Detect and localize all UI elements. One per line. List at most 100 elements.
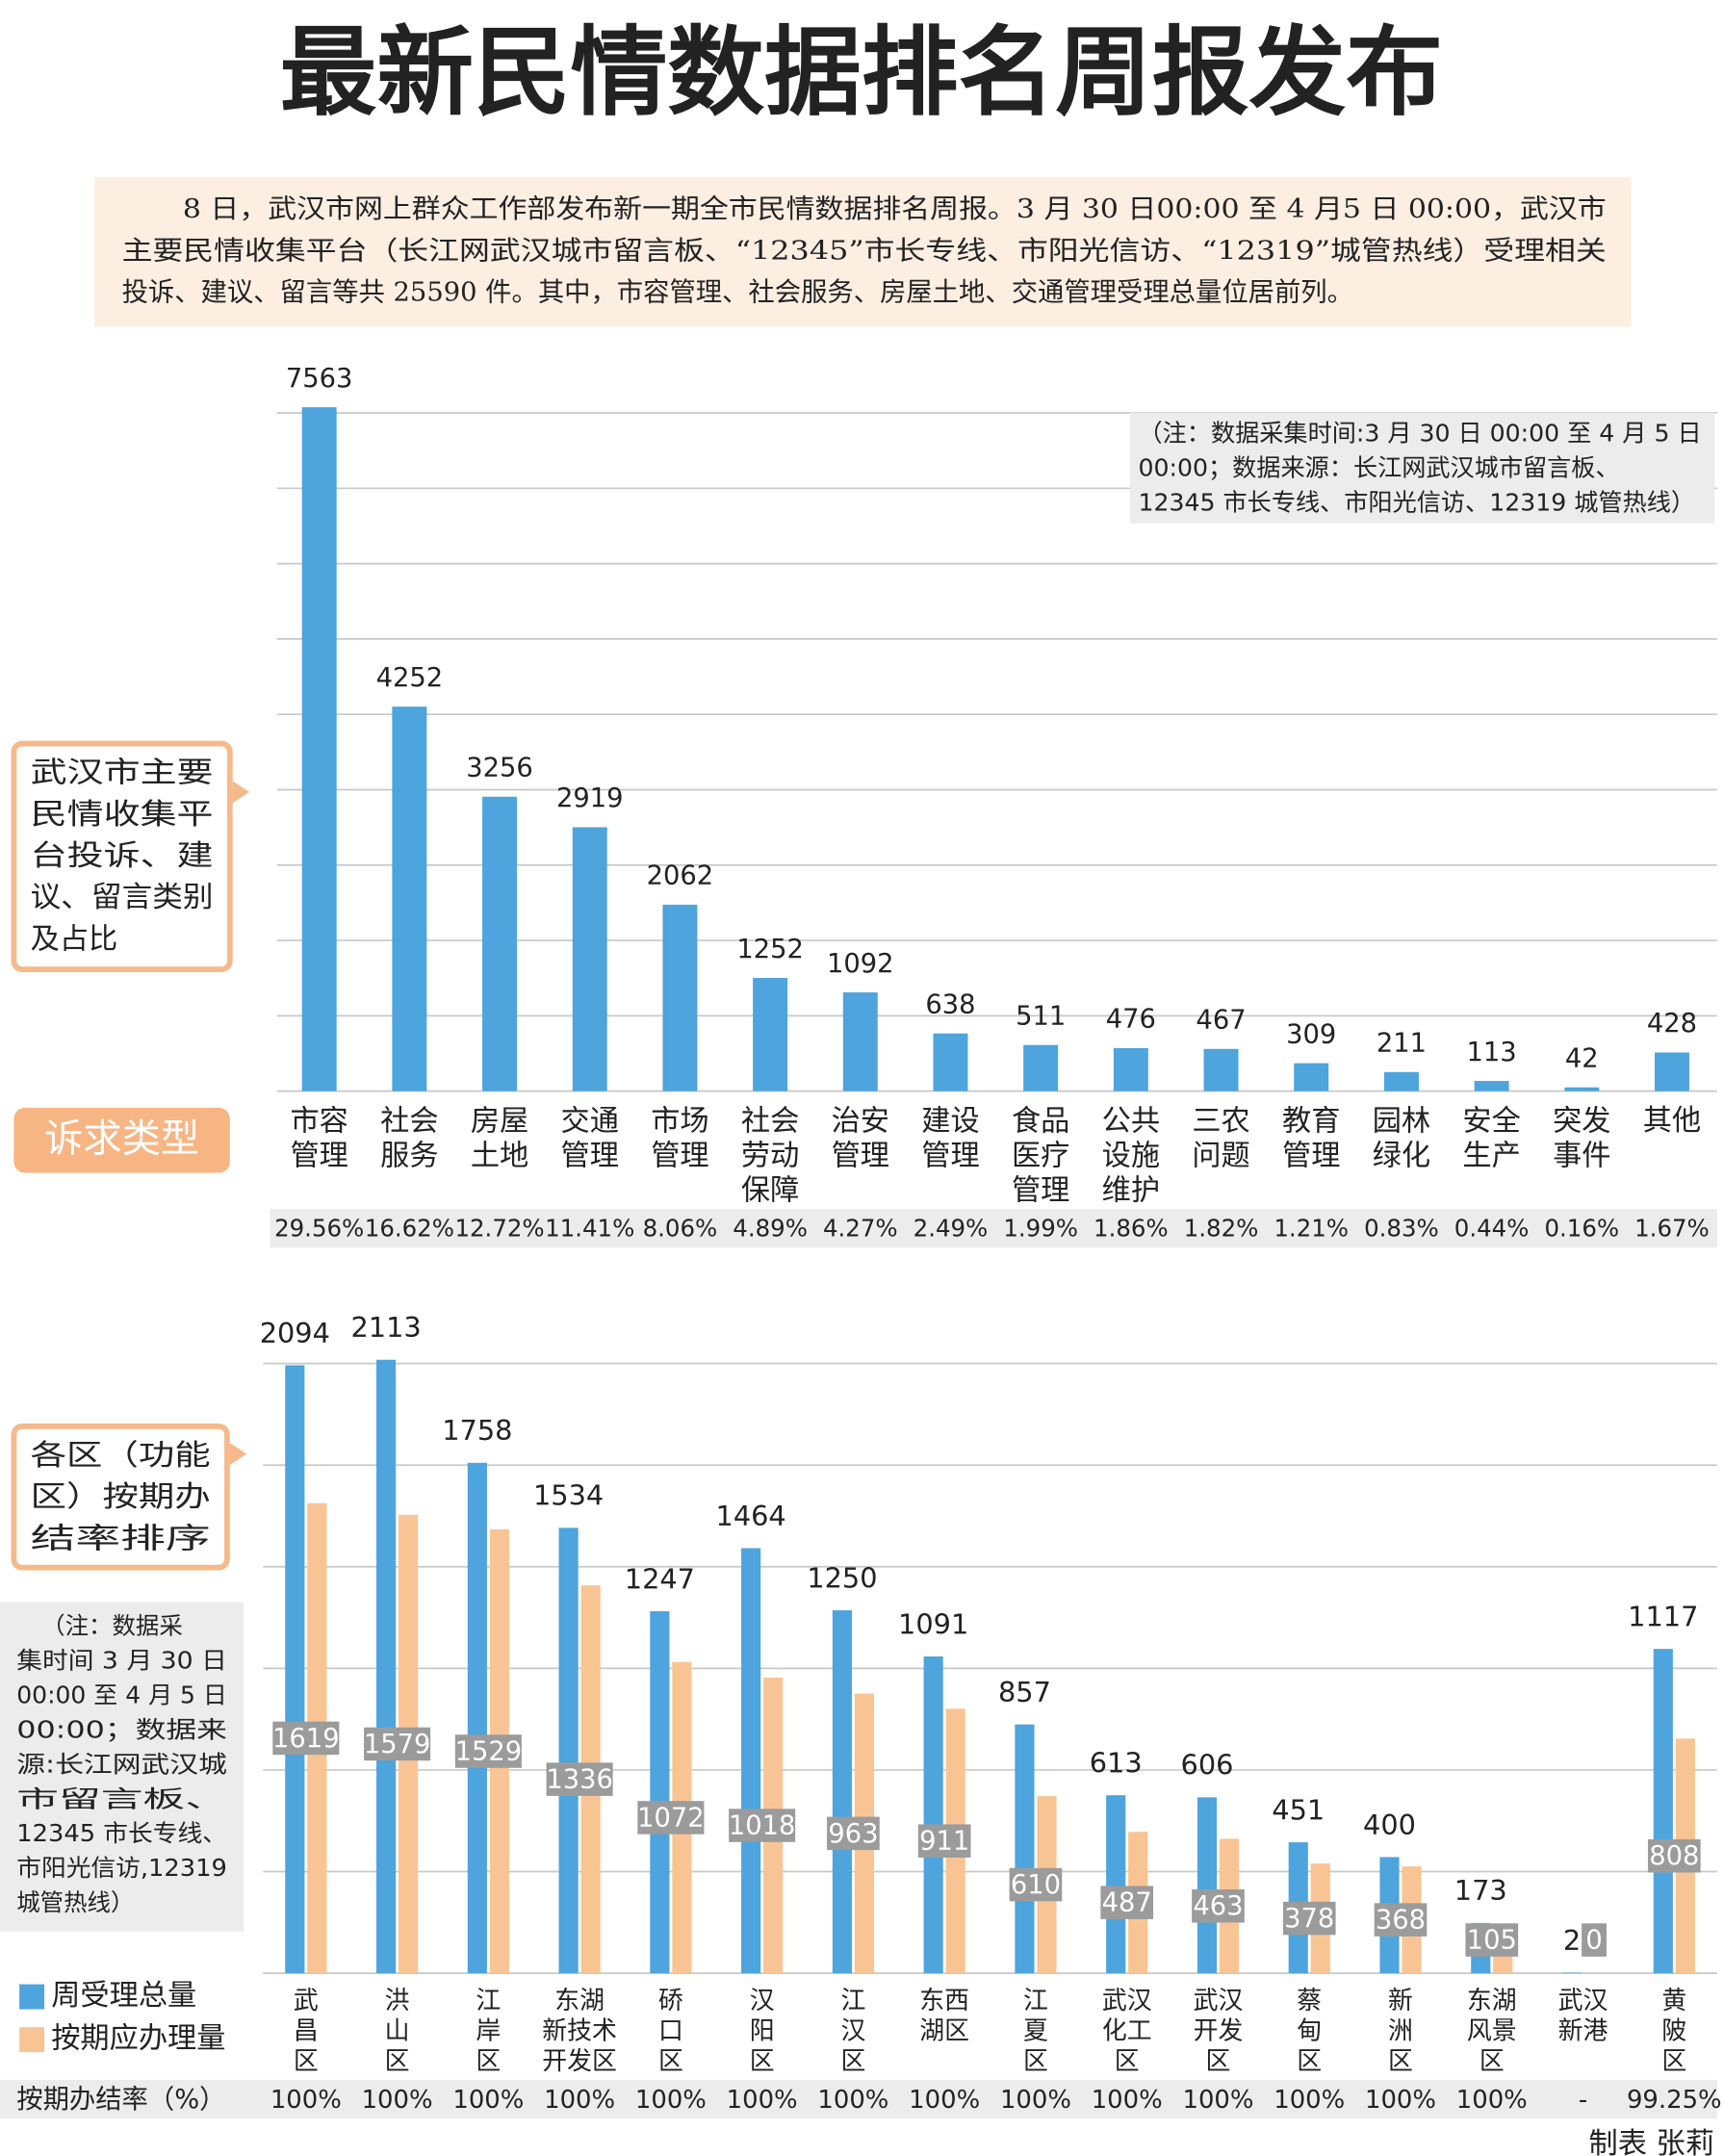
legend-label: 按期应办理量 xyxy=(51,2022,225,2056)
value-label-box xyxy=(917,1824,971,1858)
note-line: 市留言板、 xyxy=(16,1784,227,1812)
intro-line: 8 日，武汉市网上群众工作部发布新一期全市民情数据排名周报。3 月 30 日00… xyxy=(183,194,1607,224)
credit: 制表 张莉 xyxy=(1589,2127,1714,2156)
bar xyxy=(1197,1797,1218,1974)
category-label: 汉阳区 xyxy=(750,1986,775,2075)
bar xyxy=(1203,1048,1239,1091)
value-label: 368 xyxy=(1376,1906,1426,1936)
bar xyxy=(753,978,788,1091)
rate-row xyxy=(0,2079,1717,2119)
rate-label: 100% xyxy=(1274,2086,1345,2115)
category-label: 教育管理 xyxy=(1282,1104,1340,1172)
category-label: 房屋土地 xyxy=(471,1104,528,1172)
value-label-box xyxy=(1009,1867,1063,1902)
value-label: 113 xyxy=(1467,1038,1517,1067)
side-label-line: 议、留言类别 xyxy=(31,881,214,914)
value-label: 3256 xyxy=(466,753,533,783)
value-label-box xyxy=(1465,1923,1519,1957)
value-label: 1336 xyxy=(546,1765,613,1795)
value-label: 1579 xyxy=(364,1730,431,1759)
category-label: 江岸区 xyxy=(476,1986,501,2075)
side-label-pointer xyxy=(232,781,249,804)
note-line: 12345 市长专线、市阳光信访、12319 城管热线） xyxy=(1138,489,1695,517)
rate-label: 100% xyxy=(817,2086,888,2115)
value-label: 1758 xyxy=(442,1414,512,1447)
side-label-line: 武汉市主要 xyxy=(31,757,214,790)
bar xyxy=(662,904,698,1091)
bar xyxy=(1106,1795,1126,1974)
share-label: 0.44% xyxy=(1454,1215,1530,1243)
bar xyxy=(842,992,878,1091)
category-label: 三农问题 xyxy=(1192,1104,1249,1172)
bar xyxy=(482,796,518,1091)
share-label: 16.62% xyxy=(365,1215,454,1243)
value-label: 173 xyxy=(1454,1874,1507,1907)
category-label: 公共设施维护 xyxy=(1102,1104,1160,1207)
bar xyxy=(741,1548,761,1974)
value-label: 105 xyxy=(1467,1926,1517,1956)
category-label: 洪山区 xyxy=(385,1986,410,2075)
side-label-line: 台投诉、建 xyxy=(31,839,214,873)
bar xyxy=(1654,1052,1689,1091)
value-label: 2113 xyxy=(350,1311,421,1344)
bar xyxy=(1015,1724,1035,1974)
value-label-box xyxy=(1582,1923,1607,1957)
note-line: 00:00；数据来源：长江网武汉城市留言板、 xyxy=(1138,454,1619,482)
value-label: 1534 xyxy=(533,1479,604,1512)
category-label: 安全生产 xyxy=(1462,1104,1520,1172)
value-label: 4252 xyxy=(376,663,444,693)
note-line: 市阳光信访,12319 xyxy=(16,1854,227,1882)
share-label: 1.21% xyxy=(1274,1215,1349,1243)
bar xyxy=(1561,1972,1582,1974)
value-label: 610 xyxy=(1011,1870,1061,1900)
value-label-box xyxy=(454,1734,522,1768)
value-label: 7563 xyxy=(286,364,353,394)
rate-label: 100% xyxy=(1092,2086,1163,2115)
category-label: 食品医疗管理 xyxy=(1012,1104,1069,1207)
bar xyxy=(1113,1047,1148,1091)
bar xyxy=(376,1359,397,1974)
rate-label: 100% xyxy=(452,2086,524,2115)
category-label: 社会劳动保障 xyxy=(741,1104,799,1207)
value-label-box xyxy=(1282,1901,1336,1936)
intro-line: 投诉、建议、留言等共 25590 件。其中，市容管理、社会服务、房屋土地、交通管… xyxy=(122,277,1353,307)
rate-label: 99.25% xyxy=(1627,2086,1722,2115)
bar xyxy=(1474,1081,1509,1091)
intro-box xyxy=(93,177,1632,327)
bar xyxy=(933,1033,968,1091)
share-label: 1.86% xyxy=(1094,1215,1169,1243)
bar xyxy=(1383,1071,1419,1091)
share-label: 12.72% xyxy=(454,1215,544,1243)
rate-label: 100% xyxy=(635,2086,707,2115)
value-label-box xyxy=(637,1801,705,1835)
category-label: 其他 xyxy=(1643,1104,1701,1138)
bar xyxy=(467,1462,487,1974)
bar xyxy=(923,1656,943,1974)
category-label: 交通管理 xyxy=(561,1104,619,1172)
share-label: 4.89% xyxy=(733,1215,808,1243)
share-label: 0.16% xyxy=(1544,1215,1619,1243)
value-label: 428 xyxy=(1647,1009,1697,1039)
legend-swatch xyxy=(19,2027,45,2053)
value-label: 463 xyxy=(1193,1891,1243,1921)
bar xyxy=(1023,1044,1059,1091)
bar xyxy=(285,1365,305,1974)
side-label-line: 结率排序 xyxy=(31,1522,211,1555)
note-line: 城管热线） xyxy=(16,1888,134,1916)
share-row xyxy=(270,1208,1717,1248)
category-label: 突发事件 xyxy=(1553,1104,1610,1172)
note-line: （注：数据采 xyxy=(41,1611,183,1639)
value-label: 42 xyxy=(1565,1043,1599,1073)
share-label: 1.99% xyxy=(1003,1215,1078,1243)
value-label: 1117 xyxy=(1628,1601,1698,1633)
value-label: 400 xyxy=(1363,1809,1416,1841)
rate-label: 100% xyxy=(1456,2086,1528,2115)
category-label: 武昌区 xyxy=(294,1986,319,2075)
note-line: 00:00；数据来 xyxy=(16,1715,227,1743)
bar xyxy=(572,827,607,1091)
value-label: 1092 xyxy=(827,949,894,979)
share-label: 2.49% xyxy=(913,1215,989,1243)
value-label-box xyxy=(827,1816,880,1851)
value-label: 1619 xyxy=(272,1724,340,1754)
